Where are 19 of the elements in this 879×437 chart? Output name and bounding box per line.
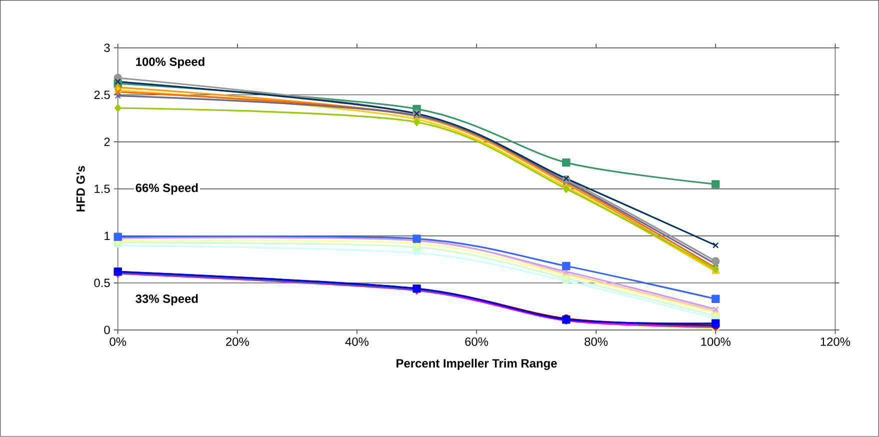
y-tick-label: 2.5	[94, 90, 110, 100]
y-tick-label: 3	[104, 44, 110, 52]
annotation: 33% Speed	[136, 294, 198, 306]
x-axis-title: Percent Impeller Trim Range	[396, 358, 557, 370]
annotation: 100% Speed	[136, 57, 204, 68]
x-tick-label: 80%	[584, 338, 608, 346]
x-tick-label: 60%	[465, 338, 488, 346]
y-tick-label: 0	[104, 326, 110, 334]
y-axis-title: HFD G's	[76, 166, 85, 212]
x-tick-label: 100%	[701, 338, 730, 346]
x-tick-label: 0%	[110, 338, 126, 346]
x-tick-label: 20%	[226, 338, 249, 346]
x-tick-label: 40%	[345, 338, 369, 346]
annotation: 66% Speed	[136, 183, 198, 195]
y-tick-label: 0.5	[94, 278, 110, 288]
y-tick-label: 1.5	[94, 184, 110, 194]
y-tick-label: 2	[104, 138, 110, 146]
y-tick-label: 1	[104, 232, 110, 240]
x-tick-label: 120%	[820, 338, 850, 346]
